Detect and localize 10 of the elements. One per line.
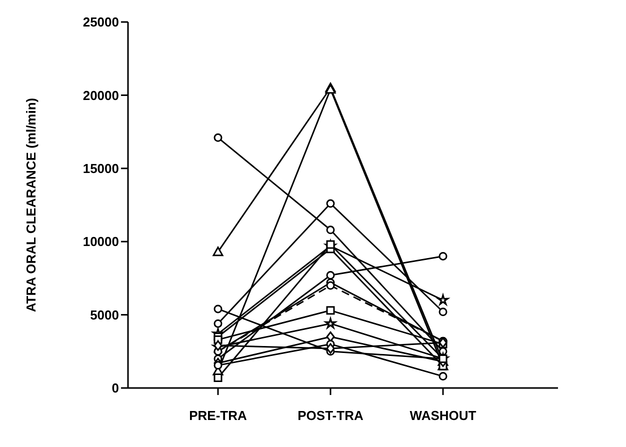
y-tick-label: 0: [112, 380, 119, 396]
x-tick-label: WASHOUT: [410, 408, 476, 424]
y-tick-label: 5000: [90, 307, 119, 322]
y-tick-label: 15000: [82, 161, 119, 176]
y-tick-label: 25000: [82, 14, 119, 30]
y-tick-label: 10000: [82, 234, 119, 250]
x-tick-label: POST-TRA: [298, 408, 364, 424]
y-tick-label: 20000: [82, 88, 119, 103]
y-axis-title: ATRA ORAL CLEARANCE (ml/min): [24, 98, 39, 312]
x-tick-label: PRE-TRA: [189, 408, 248, 424]
